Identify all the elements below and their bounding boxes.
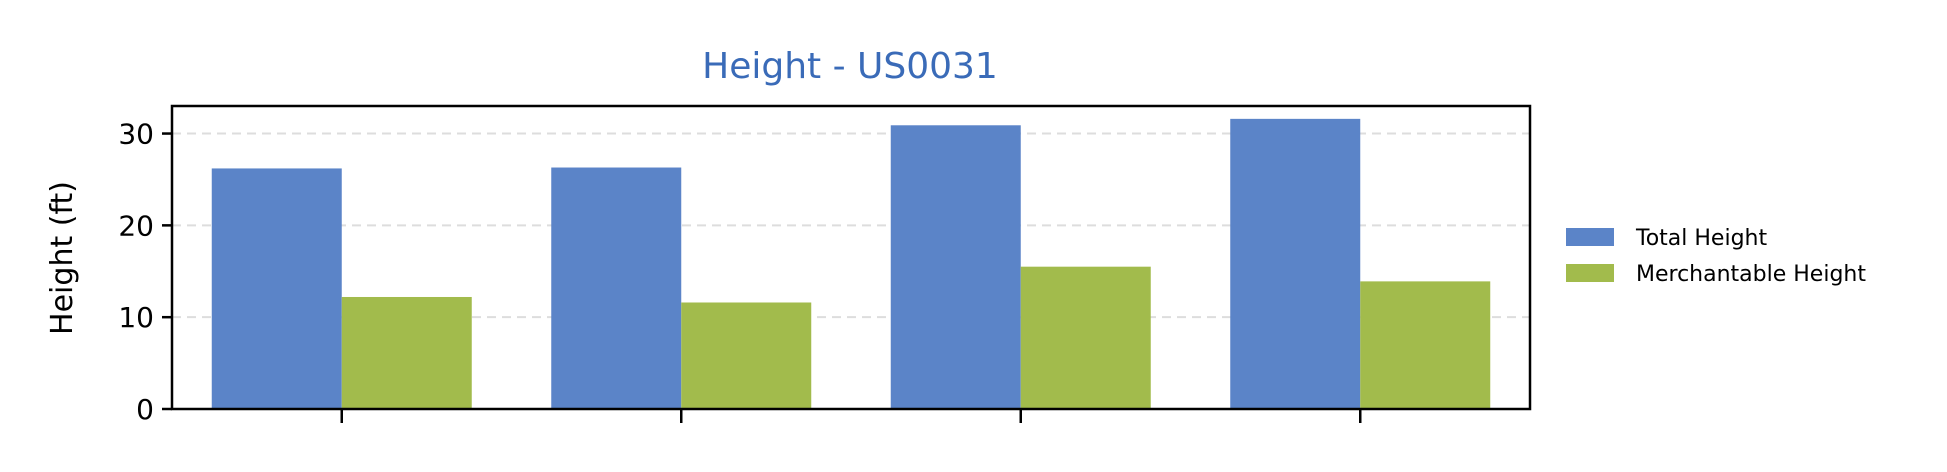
bar-total-height [890, 125, 1021, 410]
bar-total-height [551, 167, 682, 409]
chart-title: Height - US0031 [702, 46, 998, 87]
y-tick-label: 30 [118, 118, 154, 151]
bars [211, 118, 1491, 410]
y-tick-label: 10 [118, 301, 154, 334]
bar-merchantable-height [341, 296, 472, 409]
bar-merchantable-height [681, 302, 812, 409]
x-axis [340, 409, 1362, 423]
bar-merchantable-height [1360, 281, 1491, 409]
y-axis-label: Height (ft) [45, 181, 80, 335]
legend-swatch [1566, 228, 1614, 246]
legend-label: Merchantable Height [1636, 262, 1866, 287]
bar-total-height [1230, 118, 1361, 409]
plot-frame [170, 104, 1532, 411]
bar-total-height [211, 168, 342, 409]
legend-swatch [1566, 264, 1614, 282]
y-axis: 0 10 20 30 [118, 118, 172, 426]
y-tick-label: 0 [136, 393, 154, 426]
legend: Total Height Merchantable Height [1566, 226, 1866, 287]
bar-merchantable-height [1020, 266, 1151, 409]
legend-label: Total Height [1635, 226, 1767, 251]
y-tick-label: 20 [118, 209, 154, 242]
